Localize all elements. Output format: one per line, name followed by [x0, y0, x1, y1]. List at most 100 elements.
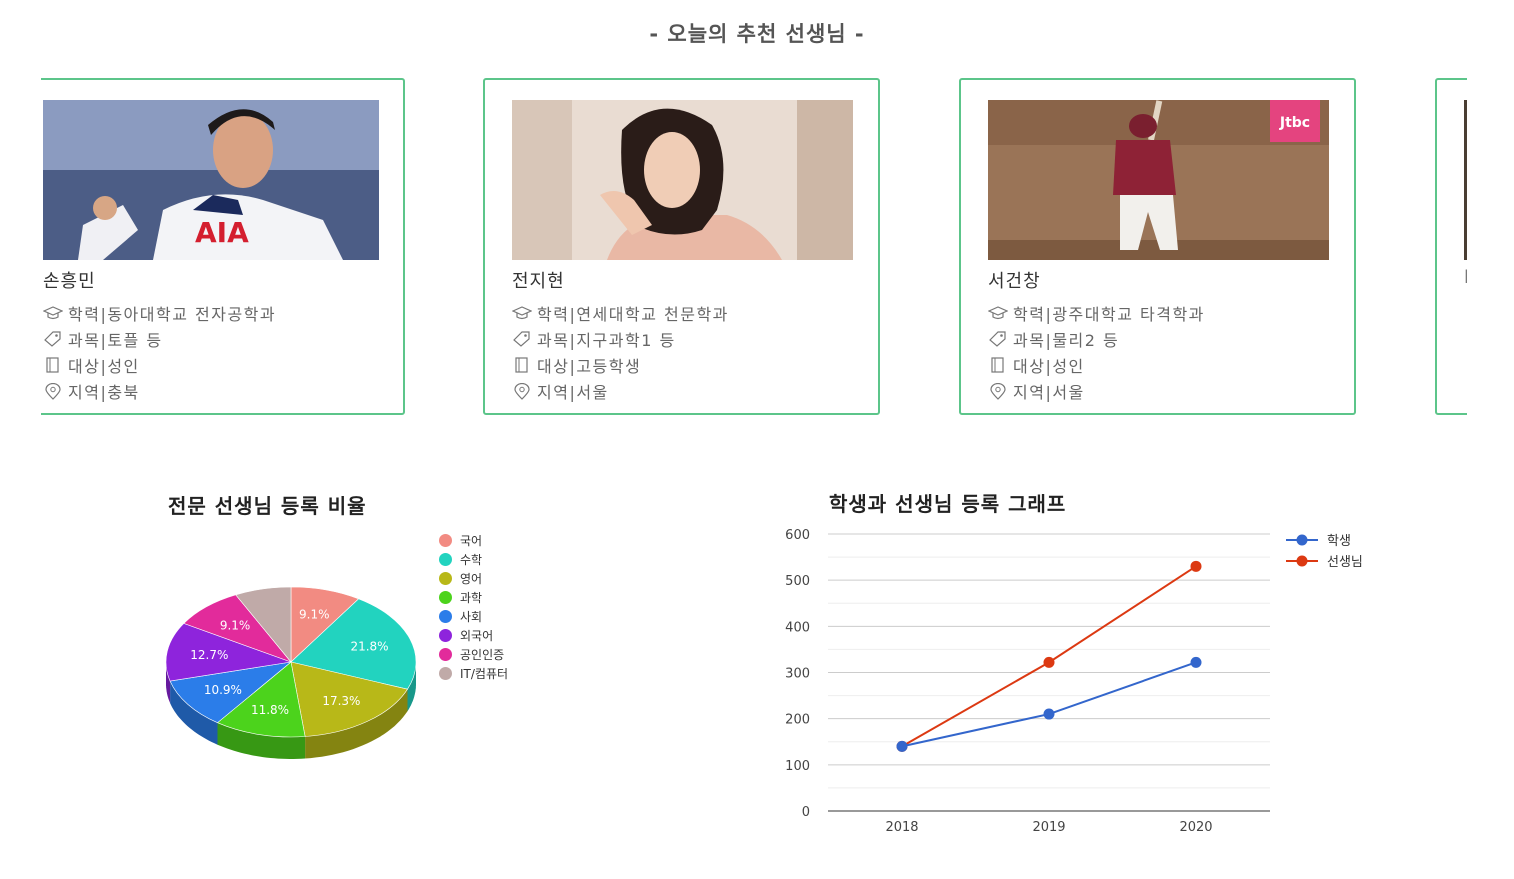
pie-value-label-5: 10.9% — [204, 683, 242, 697]
teacher-card-2[interactable]: 전지현 학력|연세대학교 천문학과 과목|지구과학1 등 대상|고등학생 지역|… — [483, 78, 880, 415]
teacher-target-3: 대상|성인 — [988, 353, 1085, 377]
teacher-region-1: 지역|충북 — [43, 379, 140, 403]
legend-label: 영어 — [460, 572, 483, 586]
teacher-education-text-1: 학력|동아대학교 전자공학과 — [68, 305, 277, 324]
teacher-education-text-3: 학력|광주대학교 타격학과 — [1013, 305, 1205, 324]
teacher-card-4[interactable]: l — [1435, 78, 1467, 415]
teacher-carousel[interactable]: AIA 손흥민 학력|동아대학교 전자공학과 과목|토플 등 대상|성인 지역|… — [41, 78, 1467, 420]
x-tick-label: 2020 — [1179, 820, 1212, 835]
pie-legend-item-4[interactable]: 과학 — [439, 589, 482, 606]
pie-slice-3 — [290, 661, 408, 737]
legend-swatch — [439, 667, 452, 680]
series-1-point-1 — [896, 740, 908, 752]
pie-value-label-7: 9.1% — [220, 619, 251, 633]
legend-swatch — [439, 591, 452, 604]
pie-legend-item-7[interactable]: 공인인증 — [439, 646, 504, 663]
pie-value-label-4: 11.8% — [251, 703, 289, 717]
pie-legend-item-5[interactable]: 사회 — [439, 608, 482, 625]
section-title: - 오늘의 추천 선생님 - — [649, 22, 865, 46]
pie-value-label-3: 17.3% — [322, 694, 360, 708]
series-line-1 — [901, 661, 1197, 748]
teacher-subject-1: 과목|토플 등 — [43, 327, 163, 351]
pie-slice-side-2 — [407, 662, 416, 712]
pie-legend-item-1[interactable]: 국어 — [439, 532, 482, 549]
line-legend-item-1[interactable]: 학생 — [1286, 534, 1351, 549]
pie-legend-item-3[interactable]: 영어 — [439, 570, 482, 587]
legend-label: 공인인증 — [460, 648, 505, 662]
legend-swatch — [439, 553, 452, 566]
x-tick-label: 2019 — [1032, 820, 1065, 835]
pie-slice-side-3 — [305, 689, 408, 759]
series-1-point-2 — [1043, 708, 1055, 720]
teacher-target-1: 대상|성인 — [43, 353, 140, 377]
legend-swatch — [439, 610, 452, 623]
teacher-photo-4[interactable] — [1464, 100, 1467, 260]
series-1-point-3 — [1190, 656, 1202, 668]
pie-chart: 9.1% 21.8% 17.3% 11.8% 10.9% 12.7% 9.1% — [165, 586, 417, 759]
teacher-card-3[interactable]: Jtbc 서건창 학력|광주대학교 타격학과 과목|물리2 등 대상|성인 지역… — [959, 78, 1356, 415]
line-chart-title: 학생과 선생님 등록 그래프 — [829, 492, 1067, 516]
legend-swatch — [439, 572, 452, 585]
y-tick-label: 300 — [785, 667, 810, 682]
location-pin-icon — [45, 382, 61, 400]
teacher-subject-text-1: 과목|토플 등 — [68, 331, 163, 350]
notebook-icon — [46, 357, 59, 373]
pie-value-label-1: 9.1% — [299, 608, 330, 622]
legend-swatch — [439, 648, 452, 661]
tag-icon — [989, 331, 1006, 347]
graduation-cap-icon — [512, 306, 532, 320]
teacher-photo-3[interactable]: Jtbc — [988, 100, 1329, 260]
pie-slice-6 — [165, 623, 292, 682]
legend-label: IT/컴퓨터 — [460, 667, 509, 681]
teacher-name-4: l — [1464, 267, 1467, 288]
legend-marker — [1296, 555, 1308, 567]
teacher-photo-2[interactable] — [512, 100, 853, 260]
graduation-cap-icon — [988, 306, 1008, 320]
teacher-education-1: 학력|동아대학교 전자공학과 — [43, 301, 276, 325]
notebook-icon — [515, 357, 528, 373]
legend-swatch — [439, 534, 452, 547]
y-tick-label: 500 — [785, 574, 810, 589]
teacher-subject-text-2: 과목|지구과학1 등 — [537, 331, 676, 350]
y-tick-label: 100 — [785, 759, 810, 774]
legend-label: 선생님 — [1327, 555, 1363, 570]
x-tick-label: 2018 — [885, 820, 918, 835]
legend-marker — [1296, 534, 1308, 546]
pie-legend-item-6[interactable]: 외국어 — [439, 627, 493, 644]
pie-slice-4 — [216, 661, 306, 738]
teacher-name-3: 서건창 — [988, 271, 1041, 292]
teacher-region-text-1: 지역|충북 — [68, 383, 140, 402]
pie-chart-title: 전문 선생님 등록 비율 — [168, 494, 367, 518]
pie-slice-side-5 — [170, 681, 218, 745]
teacher-target-text-1: 대상|성인 — [68, 357, 140, 376]
teacher-region-2: 지역|서울 — [512, 379, 609, 403]
teacher-subject-text-3: 과목|물리2 등 — [1013, 331, 1120, 350]
teacher-region-3: 지역|서울 — [988, 379, 1085, 403]
line-legend-item-2[interactable]: 선생님 — [1286, 555, 1363, 570]
legend-swatch — [439, 629, 452, 642]
teacher-region-text-2: 지역|서울 — [537, 383, 609, 402]
broadcaster-logo-text: Jtbc — [1279, 115, 1310, 131]
pie-slice-8 — [235, 586, 292, 663]
series-2-point-2 — [1043, 656, 1055, 668]
teacher-education-text-2: 학력|연세대학교 천문학과 — [537, 305, 729, 324]
tag-icon — [44, 331, 61, 347]
series-2-point-3 — [1190, 560, 1202, 572]
pie-legend-item-2[interactable]: 수학 — [439, 551, 482, 568]
tag-icon — [513, 331, 530, 347]
teacher-target-text-3: 대상|성인 — [1013, 357, 1085, 376]
teacher-education-2: 학력|연세대학교 천문학과 — [512, 301, 729, 325]
teacher-subject-2: 과목|지구과학1 등 — [512, 327, 676, 351]
pie-legend-item-8[interactable]: IT/컴퓨터 — [439, 665, 508, 682]
teacher-card-1[interactable]: AIA 손흥민 학력|동아대학교 전자공학과 과목|토플 등 대상|성인 지역|… — [41, 78, 405, 415]
legend-label: 사회 — [460, 610, 483, 624]
teacher-name-1: 손흥민 — [43, 271, 96, 292]
pie-slice-2 — [290, 598, 417, 690]
legend-label: 수학 — [460, 553, 483, 567]
teacher-photo-1[interactable]: AIA — [43, 100, 379, 260]
y-tick-label: 600 — [785, 528, 810, 543]
pie-slice-side-4 — [217, 722, 306, 759]
y-tick-label: 200 — [785, 713, 810, 728]
location-pin-icon — [990, 382, 1006, 400]
